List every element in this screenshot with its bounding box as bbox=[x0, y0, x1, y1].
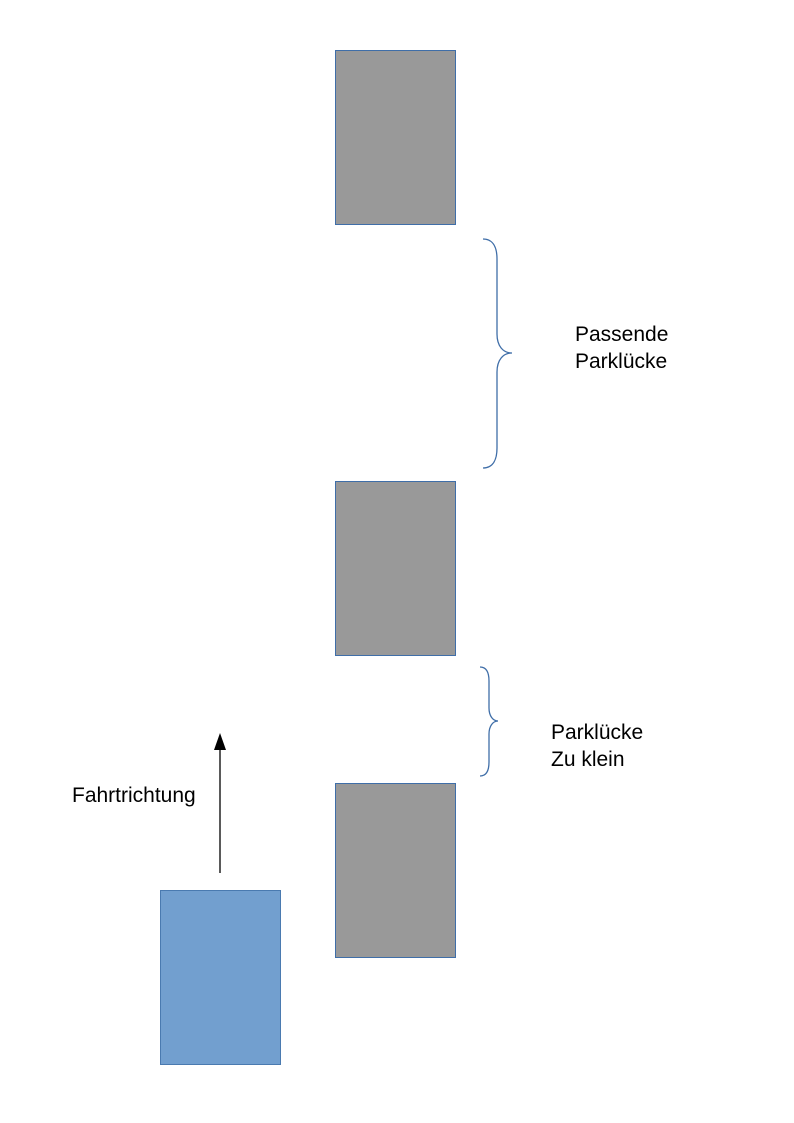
brace-large-icon bbox=[482, 238, 513, 469]
parked-car-bottom bbox=[335, 783, 456, 958]
parked-car-middle bbox=[335, 481, 456, 656]
own-car bbox=[160, 890, 281, 1065]
label-gap-fits-line-2: Parklücke bbox=[575, 350, 668, 373]
label-gap-too-small-line-2: Zu klein bbox=[551, 748, 625, 771]
arrow-up-icon bbox=[214, 733, 226, 873]
parked-car-top bbox=[335, 50, 456, 225]
label-gap-fits-line-1: Passende bbox=[575, 323, 669, 346]
label-gap-fits: Passende Parklücke bbox=[575, 321, 668, 375]
label-gap-too-small: Parklücke Zu klein bbox=[551, 719, 643, 773]
brace-small-icon bbox=[479, 666, 499, 777]
label-direction: Fahrtrichtung bbox=[72, 782, 196, 809]
label-gap-too-small-line-1: Parklücke bbox=[551, 721, 644, 744]
label-direction-text: Fahrtrichtung bbox=[72, 784, 196, 807]
